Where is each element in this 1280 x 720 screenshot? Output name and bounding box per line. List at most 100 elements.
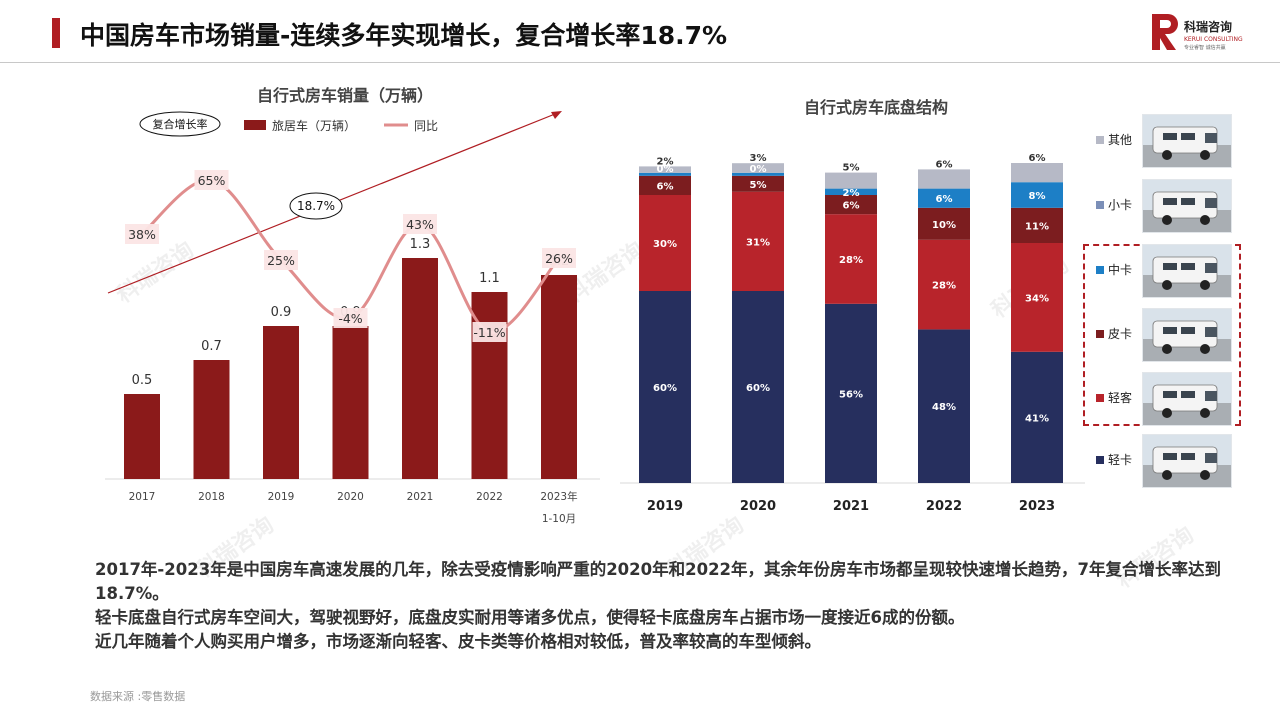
summary-line: 2017年-2023年是中国房车高速发展的几年，除去受疫情影响严重的2020年和… — [95, 560, 1222, 603]
stack-segment — [825, 303, 877, 483]
stack-value-label: 28% — [839, 255, 863, 266]
stack-segment — [639, 291, 691, 483]
sales-tick-label: 2022 — [476, 491, 503, 503]
company-logo: 科瑞咨询 KERUI CONSULTING 专业睿智 诚信共赢 — [1152, 14, 1267, 52]
stack-value-label: 48% — [932, 402, 956, 413]
yoy-label: -11% — [473, 325, 505, 340]
sales-bar — [402, 258, 438, 479]
stack-segment — [1011, 163, 1063, 183]
stack-value-label: 31% — [746, 237, 770, 248]
stack-value-label: 28% — [932, 281, 956, 292]
stack-segment — [732, 291, 784, 483]
sales-tick-label: 2023年 — [540, 490, 577, 503]
summary-line: 轻卡底盘自行式房车空间大，驾驶视野好，底盘皮实耐用等诸多优点，使得轻卡底盘房车占… — [95, 608, 965, 627]
stack-tick-label: 2021 — [833, 499, 869, 514]
yoy-label-box — [472, 322, 507, 342]
legend-swatch — [1096, 136, 1104, 144]
legend-swatch — [1096, 266, 1104, 274]
page-title: 中国房车市场销量-连续多年实现增长，复合增长率18.7% — [80, 21, 728, 50]
sales-chart: 自行式房车销量（万辆） 复合增长率 旅居车（万辆） 同比 18.7% 0.5 0.… — [105, 86, 600, 525]
stack-value-label: 6% — [657, 181, 674, 192]
chassis-chart-title: 自行式房车底盘结构 — [804, 98, 948, 117]
stack-segment — [825, 214, 877, 304]
stack-segment — [639, 175, 691, 195]
yoy-label: 65% — [198, 173, 226, 188]
logo-name: 科瑞咨询 — [1184, 20, 1233, 34]
stack-segment — [918, 329, 970, 483]
sales-tick-label: 2019 — [268, 491, 295, 503]
legend-item: 轻客 — [1090, 370, 1250, 426]
stack-segment — [732, 175, 784, 192]
stack-segment — [1011, 351, 1063, 483]
stack-segment — [825, 188, 877, 195]
sales-tick-label: 2018 — [198, 491, 225, 503]
rv-thumbnail-icon — [1142, 372, 1232, 426]
legend-label: 轻客 — [1108, 391, 1133, 405]
stack-value-label: 2% — [657, 156, 674, 167]
stack-segment — [918, 169, 970, 189]
stack-value-label: 60% — [746, 383, 770, 394]
sales-bar — [332, 326, 369, 479]
yoy-label: -4% — [338, 311, 362, 326]
legend-line: 同比 — [384, 119, 438, 133]
stack-tick-label: 2023 — [1019, 499, 1055, 514]
yoy-label: 43% — [406, 217, 434, 232]
legend-swatch — [1096, 394, 1104, 402]
stack-value-label: 6% — [843, 201, 860, 212]
stack-segment — [825, 195, 877, 215]
stack-value-label: 5% — [750, 180, 767, 191]
rv-thumbnail-icon — [1142, 308, 1232, 362]
stack-segment — [918, 239, 970, 330]
sales-bar-label: 0.5 — [132, 373, 153, 388]
legend-bar: 旅居车（万辆） — [244, 118, 356, 133]
legend-label: 小卡 — [1108, 198, 1133, 212]
yoy-label-box — [194, 170, 229, 190]
stack-tick-label: 2020 — [740, 499, 776, 514]
yoy-label: 25% — [267, 253, 295, 268]
cagr-value: 18.7% — [297, 199, 335, 213]
legend-item: 中卡 — [1090, 242, 1250, 298]
stack-segment — [732, 172, 784, 176]
yoy-label-box — [333, 308, 368, 328]
stack-segment — [918, 188, 970, 208]
legend-item: 其他 — [1090, 112, 1250, 168]
sales-tick-label: 2017 — [129, 491, 156, 503]
cagr-badge: 复合增长率 — [139, 111, 221, 137]
legend-item: 皮卡 — [1090, 306, 1250, 362]
stack-segment — [639, 195, 691, 291]
title-accent-bar — [52, 18, 60, 48]
stack-segment — [732, 191, 784, 291]
yoy-label-box — [125, 224, 159, 244]
stack-value-label: 11% — [1025, 221, 1049, 232]
sales-bar — [541, 275, 577, 479]
legend-label: 轻卡 — [1108, 453, 1133, 467]
logo-tagline: 专业睿智 诚信共赢 — [1184, 45, 1226, 51]
yoy-label: 26% — [545, 251, 573, 266]
sales-bar-label: 1.3 — [410, 237, 431, 252]
sales-bar-label: 0.7 — [201, 339, 222, 354]
stack-value-label: 56% — [839, 389, 863, 400]
sales-tick-label: 1-10月 — [542, 513, 576, 525]
stack-value-label: 3% — [750, 153, 767, 164]
sales-bar-label: 1.1 — [479, 271, 500, 286]
legend-label: 皮卡 — [1108, 327, 1133, 341]
stack-value-label: 0% — [750, 164, 767, 175]
stack-value-label: 10% — [932, 220, 956, 231]
chassis-chart: 自行式房车底盘结构 60%30%6%0%2%60%31%5%0%3%56%28%… — [620, 98, 1085, 514]
stack-segment — [639, 172, 691, 176]
sales-tick-label: 2021 — [407, 491, 434, 503]
sales-bar-label: 0.9 — [271, 305, 292, 320]
sales-bar — [124, 394, 160, 479]
legend-bar-label: 旅居车（万辆） — [272, 118, 356, 133]
stack-value-label: 5% — [843, 163, 860, 174]
summary-text: 2017年-2023年是中国房车高速发展的几年，除去受疫情影响严重的2020年和… — [95, 558, 1235, 654]
stack-segment — [1011, 243, 1063, 352]
sales-bar — [193, 360, 230, 479]
yoy-label-box — [264, 250, 298, 270]
sales-bar — [263, 326, 299, 479]
stack-value-label: 34% — [1025, 293, 1049, 304]
stack-value-label: 0% — [657, 164, 674, 175]
stack-segment — [1011, 207, 1063, 243]
logo-r-icon — [1152, 14, 1178, 50]
stack-segment — [732, 163, 784, 173]
